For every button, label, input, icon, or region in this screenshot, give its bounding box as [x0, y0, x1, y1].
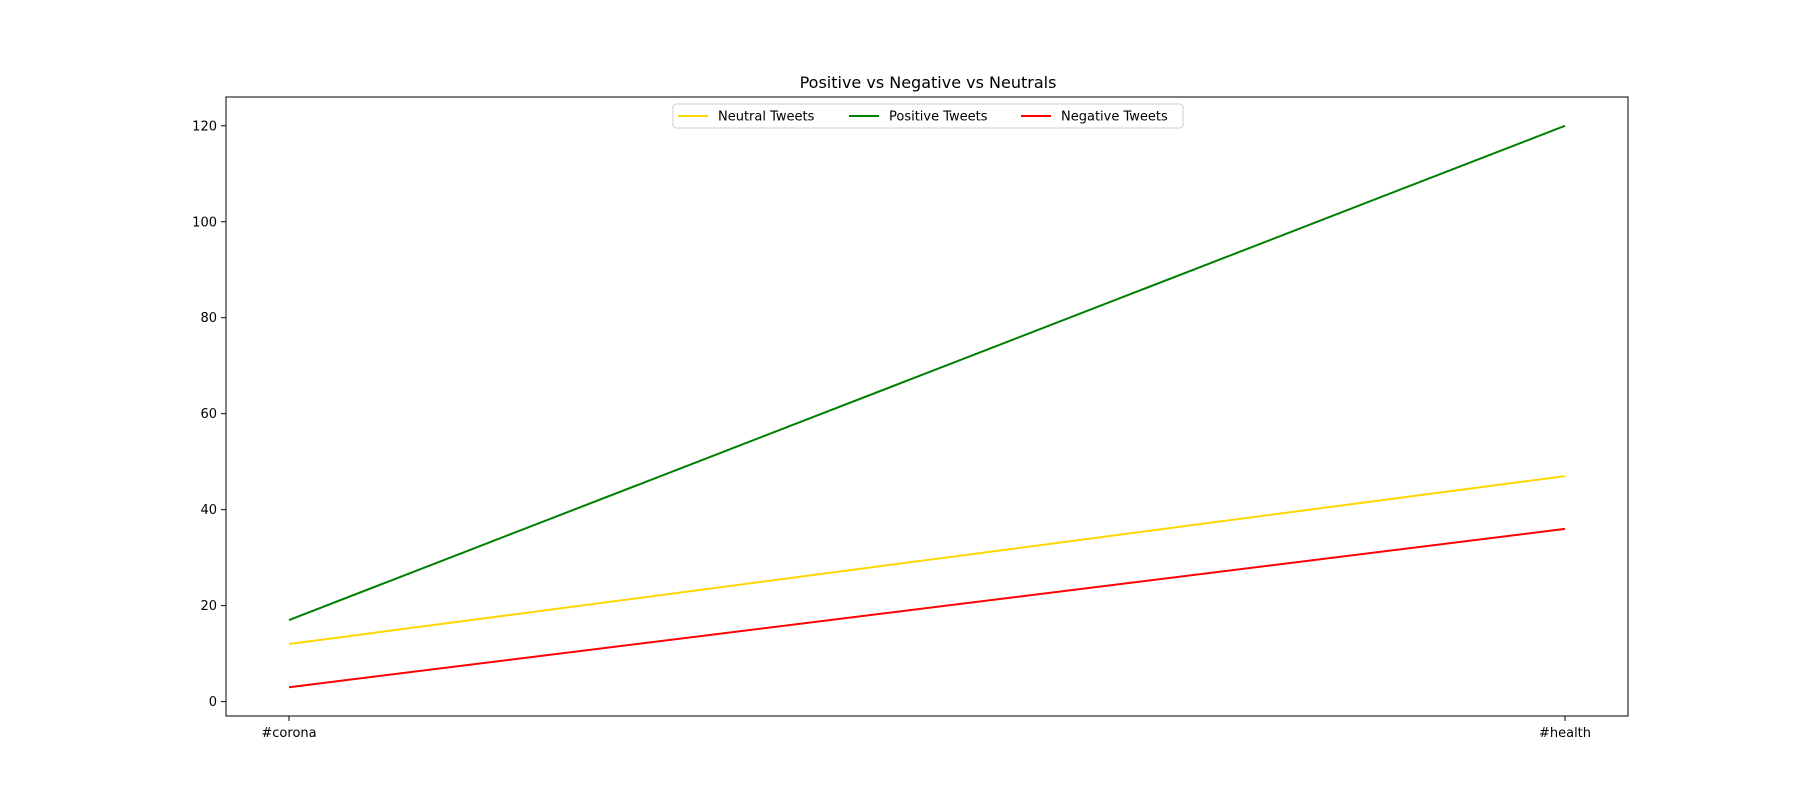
series-line-positive-tweets [288, 124, 1566, 621]
y-tick-label: 20 [200, 599, 217, 614]
y-tick-label: 0 [209, 695, 217, 710]
legend-label-neutral-tweets: Neutral Tweets [718, 110, 815, 125]
y-tick-label: 120 [192, 119, 217, 134]
x-axis: #corona #health [261, 716, 1591, 741]
y-axis: 0 20 40 60 80 100 120 [192, 119, 226, 710]
plot-frame [225, 96, 1629, 717]
series-line-negative-tweets [288, 527, 1566, 689]
plot-area [225, 96, 1629, 717]
x-tick-label: #health [1539, 726, 1591, 741]
legend: Neutral Tweets Positive Tweets Negative Tw… [672, 103, 1184, 129]
y-tick-label: 40 [200, 503, 217, 518]
x-tick-label: #corona [261, 726, 316, 741]
series-line-neutral-tweets [288, 475, 1566, 646]
legend-label-negative-tweets: Negative Tweets [1061, 110, 1168, 125]
chart-title: Positive vs Negative vs Neutrals [800, 73, 1057, 92]
legend-label-positive-tweets: Positive Tweets [889, 110, 988, 125]
y-tick-label: 100 [192, 215, 217, 230]
legend-box [672, 103, 1184, 129]
y-tick-label: 80 [200, 311, 217, 326]
series-lines [288, 124, 1566, 689]
y-tick-label: 60 [200, 407, 217, 422]
